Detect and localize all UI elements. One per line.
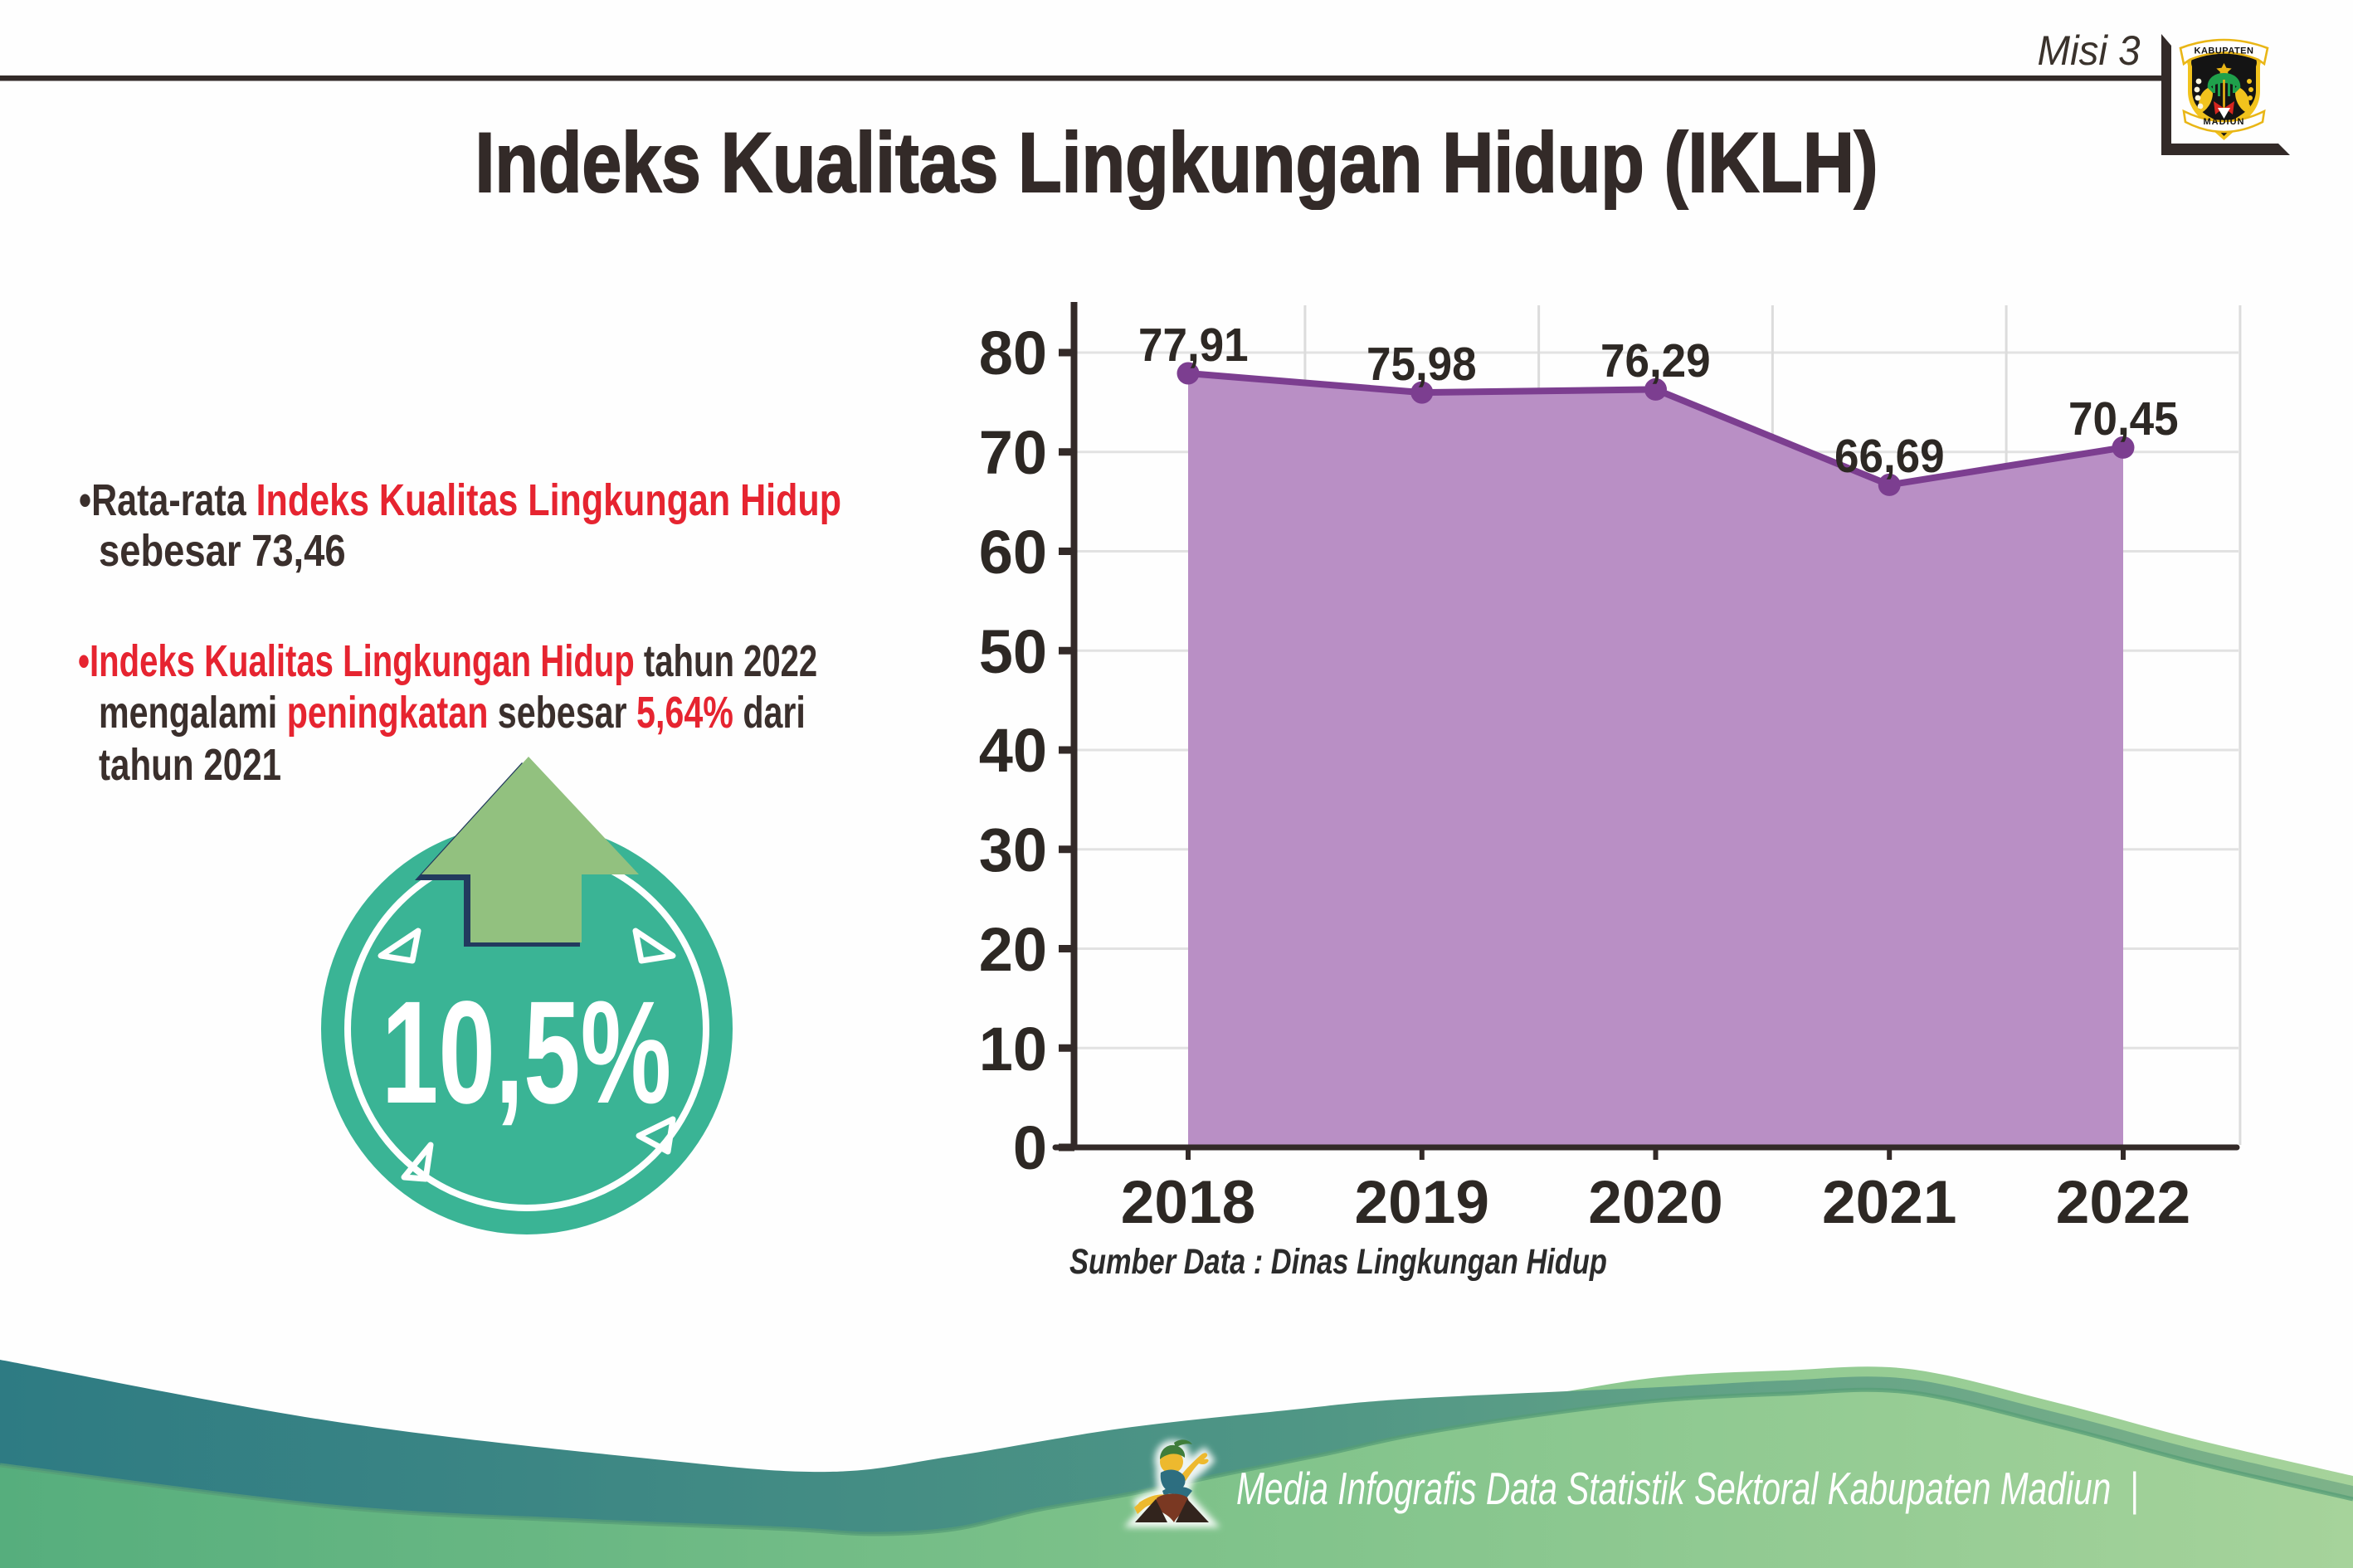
svg-text:MADIUN: MADIUN — [2204, 117, 2245, 127]
svg-text:KABUPATEN: KABUPATEN — [2195, 46, 2254, 56]
